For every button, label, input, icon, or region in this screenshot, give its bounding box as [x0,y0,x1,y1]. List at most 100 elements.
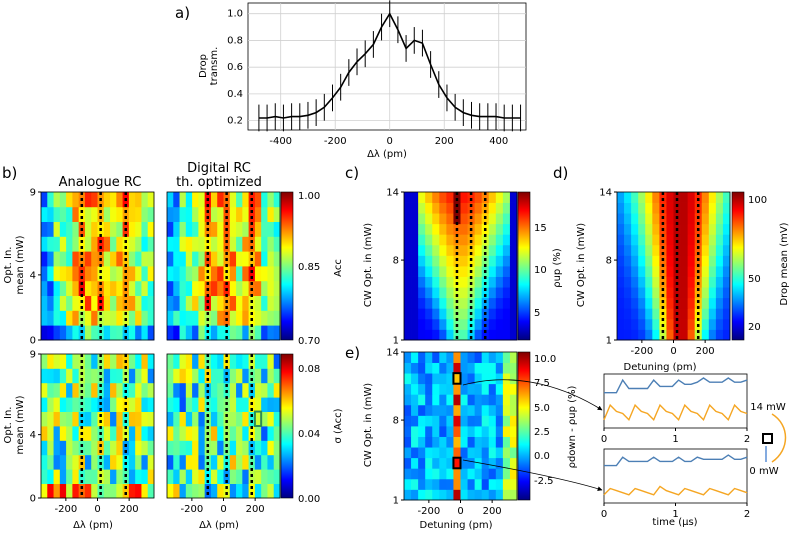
heatmap-cell [446,436,454,448]
heatmap-cell [185,251,193,267]
heatmap-cell [418,213,426,225]
heatmap-cell [652,223,660,235]
xtick-label: 200 [246,504,265,515]
heatmap-cell [418,394,426,406]
heatmap-cell [135,325,142,341]
heatmap-cell [242,251,250,267]
heatmap-cell [645,318,653,330]
heatmap-cell [242,483,250,499]
heatmap-cell [229,221,237,237]
heatmap-cell [460,329,468,341]
heatmap-cell [147,310,155,326]
heatmap-cell [680,266,689,277]
heatmap-cell [254,221,262,237]
b3-ylabel-line2: mean (mW) [15,395,26,454]
heatmap-cell [66,426,73,441]
heatmap-cell [135,426,142,441]
heatmap-cell [659,192,667,203]
heatmap-cell [179,440,187,456]
heatmap-cell [173,382,180,398]
heatmap-cell [439,352,447,363]
heatmap-cell [425,287,433,299]
heatmap-cell [509,192,518,203]
heatmap-cell [110,440,117,456]
heatmap-cell [84,426,92,441]
heatmap-cell [91,382,98,398]
heatmap-cell [411,244,419,256]
heatmap-cell [509,223,518,235]
heatmap-cell [236,354,243,369]
heatmap-cell [91,266,98,282]
heatmap-cell [122,368,130,384]
heatmap-cell [198,454,206,470]
heatmap-cell [488,297,497,309]
heatmap-cell [460,318,468,330]
heatmap-cell [66,368,73,384]
heatmap-cell [617,266,625,277]
heatmap-cell [135,266,142,282]
heatmap-cell [509,373,518,385]
colorbar-e: 10.0 7.5 5.0 2.5 0.0 -2.5 ρdown - ρup (%… [517,351,578,501]
heatmap-cell [425,244,433,256]
heatmap-cell [418,276,426,288]
heatmap-cell [474,352,483,363]
heatmap-cell [631,223,639,235]
heatmap-cell [116,192,124,208]
heatmap-cell [411,394,419,406]
heatmap-cell [467,468,476,480]
heatmap-cell [254,266,262,282]
heatmap-cell [91,454,98,470]
heatmap-cell [198,295,206,311]
heatmap-cell [135,310,142,326]
heatmap-cell [66,310,73,326]
heatmap-cell [59,192,67,208]
heatmap-cell [722,234,731,246]
heatmap-cell [59,382,67,398]
heatmap-cell [47,411,54,427]
heatmap-cell [411,468,419,480]
heatmap-cell [236,280,243,296]
heatmap-digital-acc [166,191,281,341]
heatmap-cell [78,411,86,427]
heatmap-cell [673,192,681,203]
heatmap-cell [41,454,48,470]
heatmap-cell [638,234,646,246]
heatmap-cell [173,397,180,412]
heatmap-cell [223,411,231,427]
heatmap-cell [267,411,275,427]
heatmap-cell [59,325,67,341]
heatmap-cell [694,297,703,309]
heatmap-cell [432,447,440,459]
heatmap-cell [446,457,454,469]
heatmap-cell [411,404,419,416]
heatmap-cell [432,436,440,448]
heatmap-cell [474,318,483,330]
heatmap-cell [404,266,412,277]
heatmap-cell [495,234,504,246]
heatmap-cell [167,483,174,499]
heatmap-cell [502,447,511,459]
heatmap-cell [116,221,124,237]
heatmap-cell [229,251,237,267]
heatmap-cell [411,383,419,395]
heatmap-cell [715,318,724,330]
heatmap-cell [638,213,646,225]
colorbar-e-tick-7_5: 7.5 [534,378,550,389]
heatmap-cell [446,329,454,341]
heatmap-cell [509,478,518,490]
heatmap-cell [453,394,461,406]
heatmap-cell [446,244,454,256]
heatmap-cell [418,447,426,459]
heatmap-cell [474,362,483,374]
heatmap-cell [135,280,142,296]
heatmap-cell [141,397,149,412]
heatmap-cell [248,236,256,252]
heatmap-cell [666,192,674,203]
heatmap-cell [488,383,497,395]
trace-xtick-label: 1 [672,509,678,520]
heatmap-cell [192,354,199,369]
heatmap-cell [103,397,111,412]
heatmap-cell [242,397,250,412]
heatmap-cell [488,266,497,277]
heatmap-cell [53,325,61,341]
